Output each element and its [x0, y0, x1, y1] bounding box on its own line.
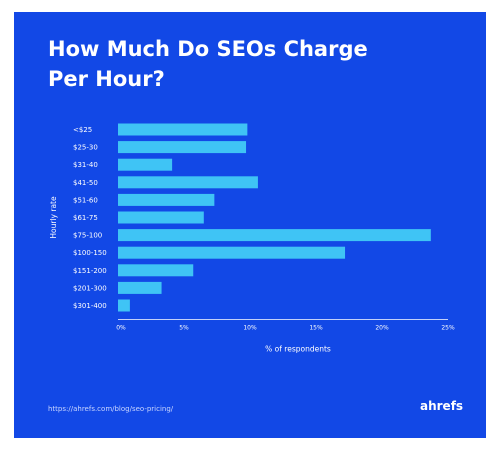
category-label-0: <$25	[73, 126, 92, 134]
x-axis-label: % of respondents	[265, 345, 331, 354]
category-label-2: $31-40	[73, 161, 98, 169]
source-url: https://ahrefs.com/blog/seo-pricing/	[48, 405, 174, 413]
brand-logo-text: ahrefs	[420, 399, 464, 413]
category-label-8: $151-200	[73, 267, 107, 275]
bar-0	[118, 123, 248, 136]
bar-7	[118, 246, 346, 259]
bars-layer	[118, 123, 431, 312]
category-label-4: $51-60	[73, 196, 98, 204]
x-tick-label-5: 25%	[441, 325, 455, 332]
category-label-10: $301-400	[73, 302, 107, 310]
bar-10	[118, 299, 130, 312]
category-label-6: $75-100	[73, 232, 102, 240]
y-axis-label: Hourly rate	[49, 196, 58, 239]
chart-title-line-1: How Much Do SEOs Charge	[48, 37, 368, 61]
chart-card	[14, 12, 486, 438]
bar-1	[118, 141, 247, 154]
bar-6	[118, 229, 431, 242]
category-label-5: $61-75	[73, 214, 98, 222]
x-tick-label-3: 15%	[309, 325, 323, 332]
bar-4	[118, 193, 215, 206]
bar-9	[118, 281, 162, 294]
category-label-1: $25-30	[73, 144, 98, 152]
x-tick-label-4: 20%	[375, 325, 389, 332]
bar-8	[118, 264, 194, 277]
bar-5	[118, 211, 204, 224]
category-labels: <$25 $25-30 $31-40 $41-50 $51-60 $61-75 $75-10…	[73, 126, 107, 310]
bar-3	[118, 176, 258, 189]
x-tick-labels: 0% 5% 10% 15% 20% 25%	[116, 325, 455, 332]
category-label-3: $41-50	[73, 179, 98, 187]
category-label-9: $201-300	[73, 284, 107, 292]
x-tick-label-0: 0%	[116, 325, 126, 332]
x-tick-label-2: 10%	[243, 325, 257, 332]
x-tick-label-1: 5%	[179, 325, 189, 332]
category-label-7: $100-150	[73, 249, 107, 257]
bar-2	[118, 158, 173, 171]
chart-title-line-2: Per Hour?	[48, 67, 165, 91]
